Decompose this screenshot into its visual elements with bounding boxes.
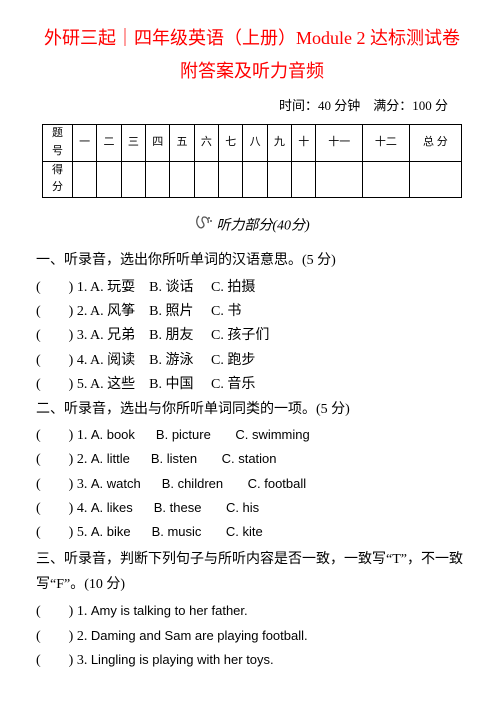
section2-items: ( ) 1. A. book B. picture C. swimming( )…	[36, 425, 468, 545]
col-cell: 九	[267, 125, 291, 161]
score-table: 题 号 一 二 三 四 五 六 七 八 九 十 十一 十二 总 分 得 分	[42, 124, 462, 197]
col-cell: 五	[170, 125, 194, 161]
question-row: ( ) 4. A. 阅读 B. 游泳 C. 跑步	[36, 350, 468, 372]
col-cell: 二	[97, 125, 121, 161]
col-cell: 七	[219, 125, 243, 161]
listening-header: 听力部分(40分)	[36, 212, 468, 240]
score-cell	[219, 161, 243, 197]
listening-points: (40分)	[272, 218, 309, 233]
score-cell	[243, 161, 267, 197]
score-cell	[363, 161, 410, 197]
question-row: ( ) 3. A. watch B. children C. football	[36, 474, 468, 496]
section3-title: 三、听录音，判断下列句子与所听内容是否一致，一致写“T”，不一致写“F”。(10…	[36, 547, 468, 597]
exam-subtitle: 附答案及听力音频	[36, 57, 468, 86]
col-cell: 十二	[363, 125, 410, 161]
ear-icon	[194, 212, 214, 240]
score-cell	[170, 161, 194, 197]
score-cell	[292, 161, 316, 197]
section1-items: ( ) 1. A. 玩耍 B. 谈话 C. 拍摄( ) 2. A. 风筝 B. …	[36, 277, 468, 397]
score-header-row: 题 号 一 二 三 四 五 六 七 八 九 十 十一 十二 总 分	[43, 125, 462, 161]
score-label: 得 分	[43, 161, 73, 197]
col-cell: 三	[121, 125, 145, 161]
col-cell: 一	[73, 125, 97, 161]
question-row: ( ) 5. A. 这些 B. 中国 C. 音乐	[36, 374, 468, 396]
score-label: 题 号	[43, 125, 73, 161]
section1-title: 一、听录音，选出你所听单词的汉语意思。(5 分)	[36, 250, 468, 272]
question-row: ( ) 2. Daming and Sam are playing footba…	[36, 626, 468, 648]
col-cell: 六	[194, 125, 218, 161]
listening-text: 听力部分	[216, 218, 272, 233]
question-row: ( ) 3. Lingling is playing with her toys…	[36, 650, 468, 672]
exam-meta: 时间：40 分钟 满分：100 分	[36, 96, 468, 117]
question-row: ( ) 3. A. 兄弟 B. 朋友 C. 孩子们	[36, 325, 468, 347]
question-row: ( ) 1. A. 玩耍 B. 谈话 C. 拍摄	[36, 277, 468, 299]
col-cell: 八	[243, 125, 267, 161]
exam-title: 外研三起｜四年级英语（上册）Module 2 达标测试卷	[36, 24, 468, 53]
question-row: ( ) 4. A. likes B. these C. his	[36, 498, 468, 520]
col-cell: 十	[292, 125, 316, 161]
section3-items: ( ) 1. Amy is talking to her father. ( ) …	[36, 601, 468, 672]
section2-title: 二、听录音，选出与你所听单词同类的一项。(5 分)	[36, 399, 468, 421]
score-cell	[194, 161, 218, 197]
score-cell	[146, 161, 170, 197]
score-cell	[267, 161, 291, 197]
question-row: ( ) 1. Amy is talking to her father.	[36, 601, 468, 623]
question-row: ( ) 1. A. book B. picture C. swimming	[36, 425, 468, 447]
score-cell	[409, 161, 461, 197]
score-cell	[316, 161, 363, 197]
score-cell	[97, 161, 121, 197]
col-cell: 总 分	[409, 125, 461, 161]
col-cell: 四	[146, 125, 170, 161]
score-cell	[121, 161, 145, 197]
question-row: ( ) 5. A. bike B. music C. kite	[36, 522, 468, 544]
question-row: ( ) 2. A. 风筝 B. 照片 C. 书	[36, 301, 468, 323]
score-cell	[73, 161, 97, 197]
col-cell: 十一	[316, 125, 363, 161]
score-value-row: 得 分	[43, 161, 462, 197]
question-row: ( ) 2. A. little B. listen C. station	[36, 449, 468, 471]
